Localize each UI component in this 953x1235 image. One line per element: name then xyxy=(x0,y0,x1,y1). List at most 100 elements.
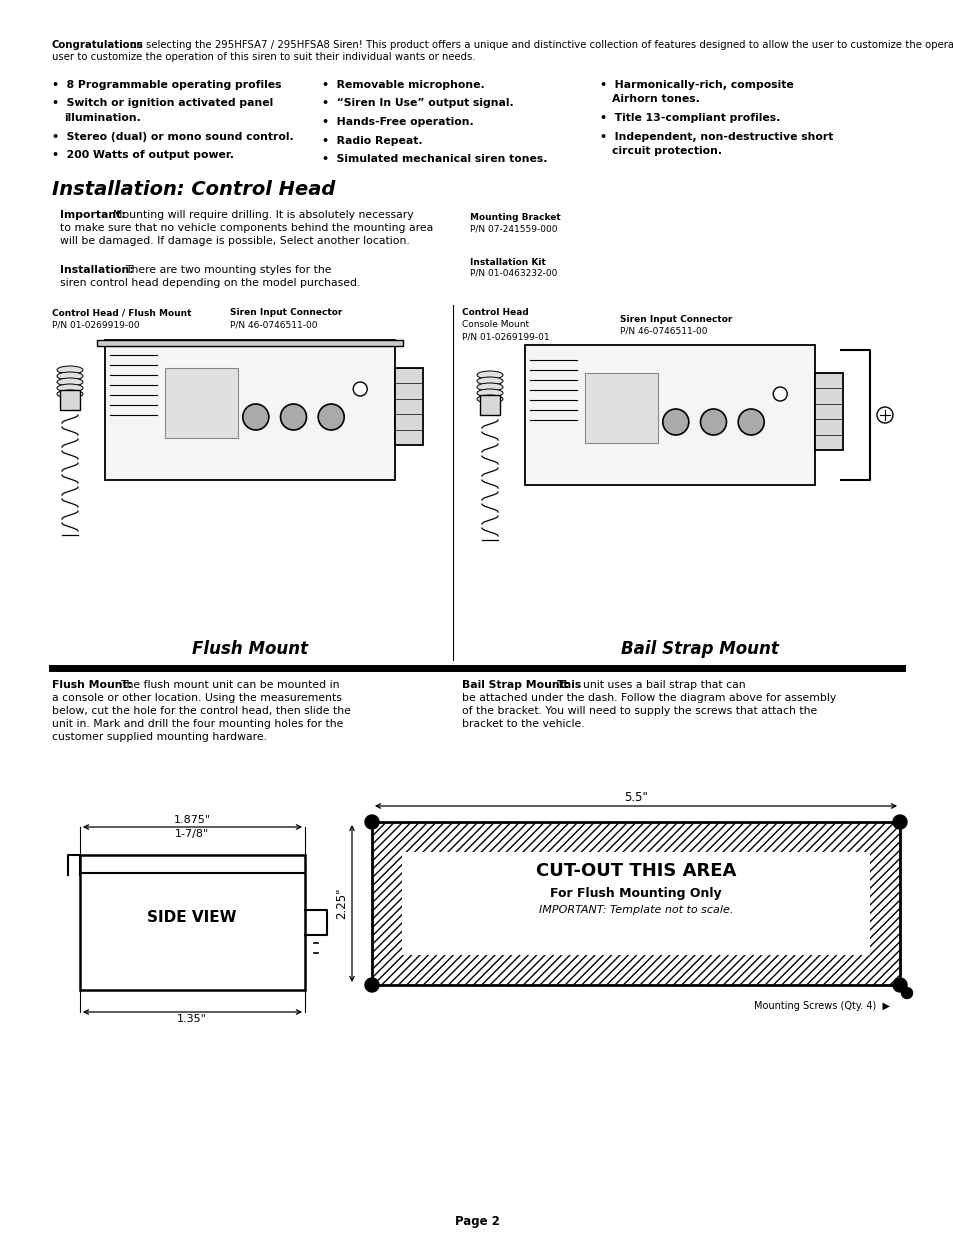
Text: will be damaged. If damage is possible, Select another location.: will be damaged. If damage is possible, … xyxy=(60,236,410,246)
Ellipse shape xyxy=(476,383,502,391)
Ellipse shape xyxy=(476,377,502,385)
Ellipse shape xyxy=(476,395,502,403)
Text: •  Removable microphone.: • Removable microphone. xyxy=(322,80,484,90)
Text: P/N 01-0269199-01: P/N 01-0269199-01 xyxy=(461,332,549,341)
Text: on selecting the 295HFSA7 / 295HFSA8 Siren! This product offers a unique and dis: on selecting the 295HFSA7 / 295HFSA8 Sir… xyxy=(127,40,953,49)
Text: 2.25": 2.25" xyxy=(335,888,348,919)
Text: Page 2: Page 2 xyxy=(454,1215,499,1228)
Text: •  Independent, non-destructive short: • Independent, non-destructive short xyxy=(599,131,833,142)
Text: of the bracket. You will need to supply the screws that attach the: of the bracket. You will need to supply … xyxy=(461,706,817,716)
Text: Airhorn tones.: Airhorn tones. xyxy=(612,95,700,105)
Text: Installation Kit: Installation Kit xyxy=(470,258,545,267)
Circle shape xyxy=(901,988,911,999)
Bar xyxy=(401,852,869,955)
Text: Installation: Control Head: Installation: Control Head xyxy=(52,180,335,199)
Text: Siren Input Connector: Siren Input Connector xyxy=(230,308,342,317)
Text: Console Mount: Console Mount xyxy=(461,320,529,329)
Text: Congratulations: Congratulations xyxy=(52,40,144,49)
Text: SIDE VIEW: SIDE VIEW xyxy=(147,910,236,925)
Bar xyxy=(395,368,422,445)
Text: •  Radio Repeat.: • Radio Repeat. xyxy=(322,136,422,146)
Text: to make sure that no vehicle components behind the mounting area: to make sure that no vehicle components … xyxy=(60,224,433,233)
Text: •  Stereo (dual) or mono sound control.: • Stereo (dual) or mono sound control. xyxy=(52,131,294,142)
Text: Bail Strap Mount:: Bail Strap Mount: xyxy=(461,680,569,690)
Text: •  Switch or ignition activated panel: • Switch or ignition activated panel xyxy=(52,99,273,109)
Text: •  200 Watts of output power.: • 200 Watts of output power. xyxy=(52,149,233,161)
Circle shape xyxy=(892,815,906,829)
Circle shape xyxy=(700,409,726,435)
Text: •  “Siren In Use” output signal.: • “Siren In Use” output signal. xyxy=(322,99,514,109)
Text: unit uses a bail strap that can: unit uses a bail strap that can xyxy=(582,680,745,690)
Circle shape xyxy=(892,978,906,992)
Text: illumination.: illumination. xyxy=(64,112,141,124)
Circle shape xyxy=(280,404,306,430)
Text: Flush Mount:: Flush Mount: xyxy=(52,680,132,690)
Text: 5.5": 5.5" xyxy=(623,790,647,804)
Circle shape xyxy=(772,387,786,401)
Bar xyxy=(372,823,899,986)
Circle shape xyxy=(353,382,367,396)
Text: below, cut the hole for the control head, then slide the: below, cut the hole for the control head… xyxy=(52,706,351,716)
Bar xyxy=(80,855,305,990)
Ellipse shape xyxy=(57,372,83,380)
Text: •  Title 13-compliant profiles.: • Title 13-compliant profiles. xyxy=(599,112,780,124)
Text: Mounting Screws (Qty. 4)  ▶: Mounting Screws (Qty. 4) ▶ xyxy=(753,1002,889,1011)
Bar xyxy=(814,373,842,450)
Text: circuit protection.: circuit protection. xyxy=(612,146,721,156)
Text: CUT-OUT THIS AREA: CUT-OUT THIS AREA xyxy=(536,862,736,881)
Text: •  Harmonically-rich, composite: • Harmonically-rich, composite xyxy=(599,80,793,90)
Circle shape xyxy=(243,404,269,430)
Ellipse shape xyxy=(57,384,83,391)
Bar xyxy=(165,368,237,438)
Circle shape xyxy=(318,404,344,430)
Text: •  Simulated mechanical siren tones.: • Simulated mechanical siren tones. xyxy=(322,154,547,164)
Ellipse shape xyxy=(57,390,83,398)
Ellipse shape xyxy=(476,370,502,379)
Circle shape xyxy=(876,408,892,424)
Text: The flush mount unit can be mounted in: The flush mount unit can be mounted in xyxy=(120,680,339,690)
Text: This: This xyxy=(557,680,581,690)
Text: P/N 01-0463232-00: P/N 01-0463232-00 xyxy=(470,269,557,278)
Bar xyxy=(97,340,402,346)
Text: 1.875": 1.875" xyxy=(173,815,211,825)
Text: Bail Strap Mount: Bail Strap Mount xyxy=(620,640,778,658)
Text: be attached under the dash. Follow the diagram above for assembly: be attached under the dash. Follow the d… xyxy=(461,693,836,703)
Text: •  Hands-Free operation.: • Hands-Free operation. xyxy=(322,117,474,127)
Text: siren control head depending on the model purchased.: siren control head depending on the mode… xyxy=(60,278,360,288)
Circle shape xyxy=(365,978,378,992)
Bar xyxy=(584,373,657,443)
Bar xyxy=(105,340,395,480)
Text: Important:: Important: xyxy=(60,210,126,220)
Ellipse shape xyxy=(476,389,502,396)
Ellipse shape xyxy=(57,366,83,374)
Text: IMPORTANT: Template not to scale.: IMPORTANT: Template not to scale. xyxy=(538,905,733,915)
Text: P/N 07-241559-000: P/N 07-241559-000 xyxy=(470,224,557,233)
Text: Mounting Bracket: Mounting Bracket xyxy=(470,212,560,222)
Text: P/N 01-0269919-00: P/N 01-0269919-00 xyxy=(52,320,139,329)
Text: 1-7/8": 1-7/8" xyxy=(174,829,209,839)
Text: For Flush Mounting Only: For Flush Mounting Only xyxy=(550,887,721,900)
Text: Control Head: Control Head xyxy=(461,308,528,317)
Text: Installation:: Installation: xyxy=(60,266,133,275)
Circle shape xyxy=(738,409,763,435)
Text: P/N 46-0746511-00: P/N 46-0746511-00 xyxy=(230,320,317,329)
Text: customer supplied mounting hardware.: customer supplied mounting hardware. xyxy=(52,732,267,742)
Text: •  8 Programmable operating profiles: • 8 Programmable operating profiles xyxy=(52,80,281,90)
Text: user to customize the operation of this siren to suit their individual wants or : user to customize the operation of this … xyxy=(52,52,476,62)
Text: bracket to the vehicle.: bracket to the vehicle. xyxy=(461,719,584,729)
Circle shape xyxy=(365,815,378,829)
Text: Control Head / Flush Mount: Control Head / Flush Mount xyxy=(52,308,192,317)
Bar xyxy=(60,390,80,410)
Text: unit in. Mark and drill the four mounting holes for the: unit in. Mark and drill the four mountin… xyxy=(52,719,343,729)
Bar xyxy=(479,395,499,415)
Text: P/N 46-0746511-00: P/N 46-0746511-00 xyxy=(619,327,707,336)
Text: There are two mounting styles for the: There are two mounting styles for the xyxy=(125,266,331,275)
Circle shape xyxy=(662,409,688,435)
Bar xyxy=(524,345,814,485)
Text: Flush Mount: Flush Mount xyxy=(192,640,308,658)
Text: Siren Input Connector: Siren Input Connector xyxy=(619,315,732,324)
Text: 1.35": 1.35" xyxy=(177,1014,207,1024)
Ellipse shape xyxy=(57,378,83,387)
Text: a console or other location. Using the measurements: a console or other location. Using the m… xyxy=(52,693,341,703)
Text: Mounting will require drilling. It is absolutely necessary: Mounting will require drilling. It is ab… xyxy=(112,210,414,220)
